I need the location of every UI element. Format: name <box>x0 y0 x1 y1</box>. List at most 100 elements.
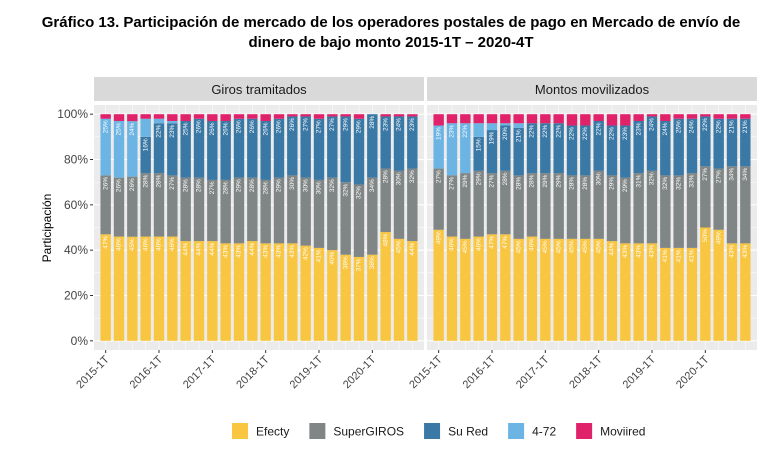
data-label: 43% <box>276 245 283 258</box>
x-tick-label: 2020-1T <box>674 353 712 391</box>
bar-segment-efecty <box>233 243 245 341</box>
data-label: 44% <box>249 242 256 255</box>
x-tick-label: 2018-1T <box>567 353 605 391</box>
data-label: 22% <box>555 125 562 138</box>
bar-segment-moviired <box>327 114 338 117</box>
bar-segment-supergiros <box>673 175 684 248</box>
bar-segment-supergiros <box>273 177 285 244</box>
data-label: 27% <box>489 174 496 187</box>
data-label: 34% <box>369 179 376 192</box>
data-label: 22% <box>569 127 576 140</box>
data-label: 29% <box>342 118 349 131</box>
data-label: 24% <box>649 118 656 131</box>
data-label: 24% <box>396 118 403 131</box>
bar-segment-moviired <box>620 114 631 126</box>
data-label: 25% <box>675 120 682 133</box>
data-label: 45% <box>555 240 562 253</box>
data-label: 22% <box>595 122 602 135</box>
bar-segment-efecty <box>100 234 111 341</box>
x-tick-label: 2018-1T <box>234 353 272 391</box>
bar-segment-sured <box>233 118 245 178</box>
data-label: 34% <box>742 168 749 181</box>
y-axis-label: Participación <box>40 194 54 263</box>
data-label: 28% <box>142 174 149 187</box>
x-tick-label: 2016-1T <box>461 353 499 391</box>
bar-segment-supergiros <box>340 182 351 255</box>
bar-segment-s472 <box>486 123 498 131</box>
bar-segment-sured <box>713 118 724 169</box>
data-label: 27% <box>702 168 709 181</box>
data-label: 29% <box>555 174 562 187</box>
bar-segment-supergiros <box>433 168 444 230</box>
bar-segment-moviired <box>140 114 151 119</box>
data-label: 45% <box>396 240 403 253</box>
data-label: 44% <box>209 242 216 255</box>
data-label: 43% <box>622 245 629 258</box>
data-label: 32% <box>409 170 416 183</box>
bar-segment-moviired <box>526 114 538 124</box>
bar-segment-sured <box>313 118 325 180</box>
data-label: 45% <box>542 240 549 253</box>
bar-segment-sured <box>513 127 524 176</box>
bar-segment-supergiros <box>313 179 325 248</box>
bar-segment-moviired <box>167 114 178 121</box>
y-tick-label: 0% <box>71 334 89 348</box>
data-label: 43% <box>236 245 243 258</box>
bar-segment-moviired <box>247 114 258 119</box>
data-label: 32% <box>662 177 669 190</box>
bar-segment-moviired <box>393 114 405 117</box>
chart-title-line1: Gráfico 13. Participación de mercado de … <box>41 14 741 31</box>
data-label: 26% <box>222 122 229 135</box>
bar-segment-moviired <box>313 114 325 119</box>
data-label: 46% <box>529 238 536 251</box>
data-label: 28% <box>249 179 256 192</box>
data-label: 45% <box>569 240 576 253</box>
bar-segment-sured <box>207 120 218 180</box>
bar-segment-sured <box>367 114 378 178</box>
data-label: 22% <box>529 125 536 138</box>
bar-segment-moviired <box>660 114 671 121</box>
data-label: 43% <box>289 245 296 258</box>
data-label: 29% <box>542 174 549 187</box>
bar-segment-sured <box>726 118 738 167</box>
legend-label: 4-72 <box>532 425 556 439</box>
bar-segment-efecty <box>460 238 471 341</box>
bar-segment-supergiros <box>393 170 405 239</box>
x-tick-label: 2020-1T <box>341 353 379 391</box>
x-tick-label: 2019-1T <box>288 353 326 391</box>
x-tick-label: 2017-1T <box>181 353 219 391</box>
data-label: 27% <box>715 170 722 183</box>
bar-segment-moviired <box>566 114 578 126</box>
bar-segment-moviired <box>340 114 351 117</box>
data-label: 33% <box>689 174 696 187</box>
bar-segment-efecty <box>526 236 538 341</box>
bar-segment-sured <box>393 116 405 171</box>
data-label: 43% <box>729 245 736 258</box>
bar-segment-sured <box>327 116 338 178</box>
bar-segment-sured <box>380 116 391 169</box>
bar-segment-efecty <box>713 229 724 341</box>
data-label: 27% <box>316 120 323 133</box>
data-label: 26% <box>209 122 216 135</box>
data-label: 15% <box>475 138 482 151</box>
bar-segment-moviired <box>353 114 365 119</box>
bar-segment-supergiros <box>526 173 538 237</box>
data-label: 22% <box>462 125 469 138</box>
bar-segment-supergiros <box>460 173 471 239</box>
bar-segment-efecty <box>566 238 578 341</box>
bar-segment-supergiros <box>380 168 391 233</box>
bar-segment-moviired <box>713 114 724 119</box>
y-tick-label: 100% <box>57 107 88 121</box>
bar-segment-supergiros <box>127 176 138 237</box>
bar-segment-supergiros <box>513 175 524 239</box>
bar-segment-sured <box>540 123 551 174</box>
data-label: 29% <box>622 179 629 192</box>
data-label: 25% <box>182 122 189 135</box>
data-label: 37% <box>356 258 363 271</box>
data-label: 46% <box>116 238 123 251</box>
bar-segment-s472 <box>167 120 178 124</box>
bar-segment-supergiros <box>287 175 298 244</box>
data-label: 28% <box>369 115 376 128</box>
bar-segment-sured <box>353 118 365 185</box>
legend-swatch <box>424 423 441 439</box>
